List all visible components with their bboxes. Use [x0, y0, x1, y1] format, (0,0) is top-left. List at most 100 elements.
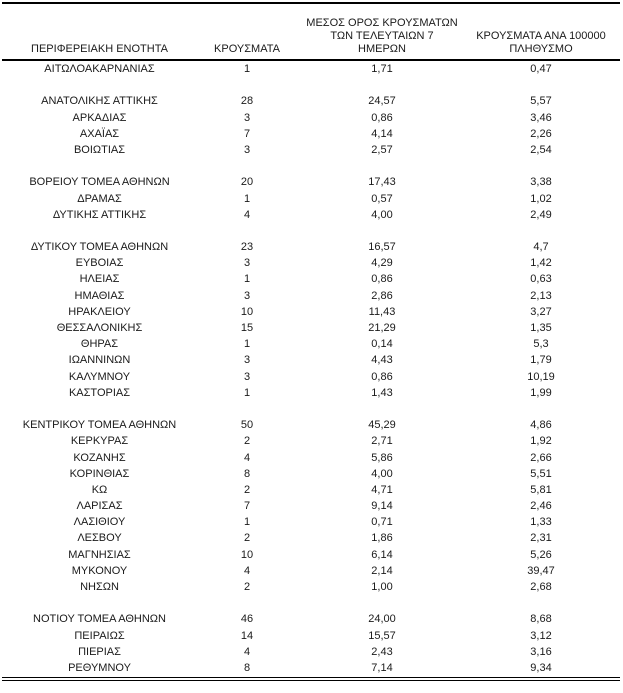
- table-row: ΜΥΚΟΝΟΥ 4 2,14 39,47: [2, 563, 620, 579]
- table-row: ΗΛΕΙΑΣ 1 0,86 0,63: [2, 271, 620, 287]
- cases-cell: 8: [243, 661, 251, 674]
- region-cell: ΠΕΙΡΑΙΩΣ: [74, 629, 125, 642]
- per100k-cell: 8,68: [530, 613, 552, 626]
- cases-cell: 46: [240, 613, 254, 626]
- cases-cell: 10: [240, 548, 254, 561]
- table-row: ΔΥΤΙΚΗΣ ΑΤΤΙΚΗΣ 4 4,00 2,49: [2, 207, 620, 223]
- per100k-cell: 5,3: [533, 338, 549, 351]
- table-row: ΛΑΡΙΣΑΣ 7 9,14 2,46: [2, 498, 620, 514]
- table-row: ΕΥΒΟΙΑΣ 3 4,29 1,42: [2, 255, 620, 271]
- avg7days-cell: 4,43: [371, 354, 393, 367]
- region-cell: ΙΩΑΝΝΙΝΩΝ: [68, 354, 131, 367]
- avg7days-cell: 1,00: [371, 581, 393, 593]
- table-header-rule: [2, 59, 620, 61]
- region-cell: ΒΟΙΩΤΙΑΣ: [73, 143, 126, 156]
- table-row: ΜΑΓΝΗΣΙΑΣ 10 6,14 5,26: [2, 547, 620, 563]
- avg7days-cell: 2,14: [371, 564, 393, 577]
- avg7days-cell: 0,86: [371, 370, 393, 383]
- table-row: ΚΟΡΙΝΘΙΑΣ 8 4,00 5,51: [2, 466, 620, 482]
- per100k-cell: 2,31: [530, 532, 552, 545]
- cases-cell: 7: [243, 500, 251, 513]
- avg7days-cell: 1,43: [371, 386, 393, 399]
- table-top-rule: [2, 2, 620, 4]
- cases-cell: 3: [243, 289, 251, 302]
- per100k-cell: 4,7: [533, 241, 549, 254]
- avg7days-cell: 0,57: [371, 192, 393, 205]
- table-row: ΑΝΑΤΟΛΙΚΗΣ ΑΤΤΙΚΗΣ 28 24,57 5,57: [2, 93, 620, 109]
- table-row: ΚΕΡΚΥΡΑΣ 2 2,71 1,92: [2, 433, 620, 449]
- table-row: ΑΡΚΑΔΙΑΣ 3 0,86 3,46: [2, 110, 620, 126]
- cases-cell: 15: [240, 322, 254, 334]
- region-cell: ΚΑΛΥΜΝΟΥ: [68, 370, 131, 383]
- table-row: ΗΡΑΚΛΕΙΟΥ 10 11,43 3,27: [2, 304, 620, 320]
- per100k-cell: 2,26: [530, 127, 552, 140]
- avg7days-cell: 9,14: [371, 500, 393, 513]
- per100k-cell: 5,57: [530, 95, 552, 108]
- avg7days-cell: 1,86: [371, 532, 393, 545]
- cases-cell: 2: [243, 435, 251, 448]
- avg7days-cell: 5,86: [371, 451, 393, 464]
- avg7days-cell: 15,57: [368, 629, 396, 642]
- region-cell: ΡΕΘΥΜΝΟΥ: [68, 661, 131, 674]
- per100k-cell: 3,27: [530, 305, 552, 318]
- cases-cell: 1: [243, 516, 251, 529]
- avg7days-cell: 0,71: [371, 516, 393, 529]
- per100k-cell: 1,02: [530, 192, 552, 205]
- table-row: ΒΟΙΩΤΙΑΣ 3 2,57 2,54: [2, 142, 620, 158]
- table-body: ΑΙΤΩΛΟΑΚΑΡΝΑΝΙΑΣ 1 1,71 0,47 ΑΝΑΤΟΛΙΚΗΣ ΑΤΤΙ…: [2, 61, 620, 676]
- region-cell: ΔΡΑΜΑΣ: [77, 192, 122, 205]
- cases-cell: 3: [243, 354, 251, 367]
- table-row: ΚΩ 2 4,71 5,81: [2, 482, 620, 498]
- cases-cell: 2: [243, 483, 251, 496]
- per100k-cell: 39,47: [527, 564, 555, 577]
- region-cell: ΛΕΣΒΟΥ: [77, 532, 122, 545]
- avg7days-cell: 0,86: [371, 111, 393, 124]
- region-cell: ΔΥΤΙΚΗΣ ΑΤΤΙΚΗΣ: [52, 208, 147, 221]
- region-cell: ΛΑΣΙΘΙΟΥ: [73, 516, 126, 529]
- cases-cell: 4: [243, 564, 251, 577]
- table-row: ΝΗΣΩΝ 2 1,00 2,68: [2, 579, 620, 595]
- per100k-cell: 2,13: [530, 289, 552, 302]
- cases-cell: 1: [243, 63, 251, 75]
- region-cell: ΜΥΚΟΝΟΥ: [71, 564, 128, 577]
- avg7days-cell: 2,57: [371, 143, 393, 156]
- avg7days-cell: 0,86: [371, 273, 393, 286]
- avg7days-cell: 17,43: [368, 176, 396, 189]
- region-cell: ΗΜΑΘΙΑΣ: [74, 289, 125, 302]
- section-spacer: [2, 158, 620, 174]
- table-row: ΝΟΤΙΟΥ ΤΟΜΕΑ ΑΘΗΝΩΝ 46 24,00 8,68: [2, 611, 620, 627]
- cases-cell: 3: [243, 257, 251, 270]
- region-cell: ΑΧΑΪΑΣ: [79, 127, 120, 140]
- section-spacer: [2, 401, 620, 417]
- avg7days-cell: 24,57: [368, 95, 396, 108]
- per100k-cell: 3,38: [530, 176, 552, 189]
- region-cell: ΚΟΡΙΝΘΙΑΣ: [69, 467, 130, 480]
- region-cell: ΛΑΡΙΣΑΣ: [76, 500, 123, 513]
- cases-cell: 1: [243, 338, 251, 351]
- table-row: ΒΟΡΕΙΟΥ ΤΟΜΕΑ ΑΘΗΝΩΝ 20 17,43 3,38: [2, 174, 620, 190]
- avg7days-cell: 4,14: [371, 127, 393, 140]
- section-spacer: [2, 223, 620, 239]
- per100k-cell: 0,63: [530, 273, 552, 286]
- table-row: ΔΥΤΙΚΟΥ ΤΟΜΕΑ ΑΘΗΝΩΝ 23 16,57 4,7: [2, 239, 620, 255]
- per100k-cell: 5,81: [530, 483, 552, 496]
- cases-cell: 4: [243, 645, 251, 658]
- per100k-cell: 2,66: [530, 451, 552, 464]
- table-row: ΚΑΛΥΜΝΟΥ 3 0,86 10,19: [2, 369, 620, 385]
- avg7days-cell: 24,00: [368, 613, 396, 626]
- region-cell: ΑΝΑΤΟΛΙΚΗΣ ΑΤΤΙΚΗΣ: [41, 95, 158, 108]
- cases-cell: 2: [243, 532, 251, 545]
- cases-cell: 3: [243, 370, 251, 383]
- table-row: ΛΑΣΙΘΙΟΥ 1 0,71 1,33: [2, 514, 620, 530]
- region-cell: ΕΥΒΟΙΑΣ: [75, 257, 124, 270]
- region-cell: ΒΟΡΕΙΟΥ ΤΟΜΕΑ ΑΘΗΝΩΝ: [29, 176, 170, 189]
- region-cell: ΘΗΡΑΣ: [80, 338, 119, 351]
- per100k-cell: 1,79: [530, 354, 552, 367]
- table-header-row: ΠΕΡΙΦΕΡΕΙΑΚΗ ΕΝΟΤΗΤΑ ΚΡΟΥΣΜΑΤΑ ΜΕΣΟΣ ΟΡΟ…: [2, 4, 620, 59]
- avg7days-cell: 6,14: [371, 548, 393, 561]
- avg7days-cell: 21,29: [368, 322, 396, 334]
- table-row: ΘΕΣΣΑΛΟΝΙΚΗΣ 15 21,29 1,35: [2, 320, 620, 336]
- cases-cell: 7: [243, 127, 251, 140]
- per100k-cell: 1,33: [530, 516, 552, 529]
